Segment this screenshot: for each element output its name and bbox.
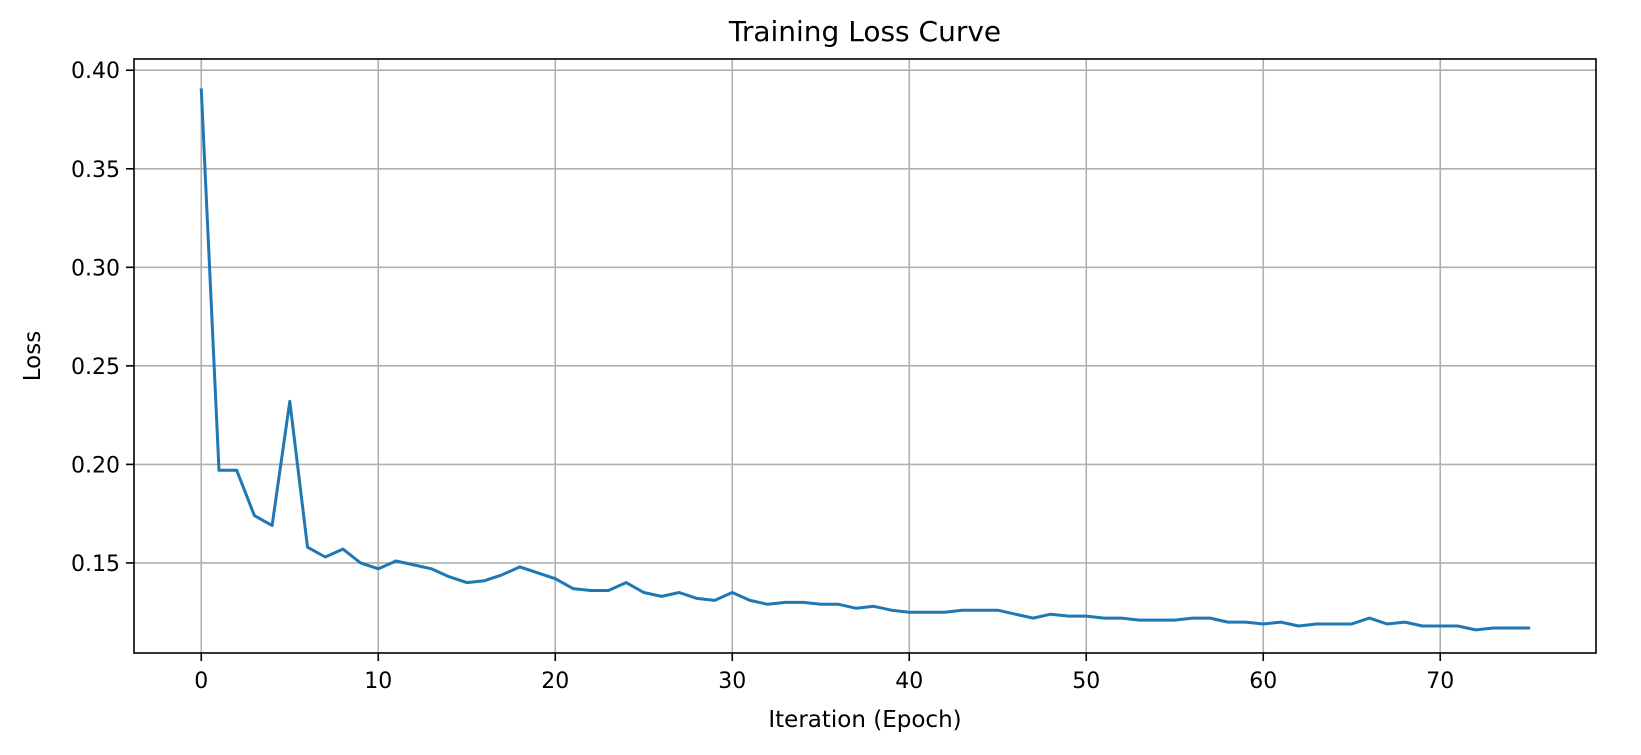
y-tick-label: 0.35 — [71, 158, 120, 183]
x-tick-label: 40 — [895, 669, 923, 694]
y-tick-label: 0.25 — [71, 355, 120, 380]
y-tick-label: 0.30 — [71, 256, 120, 281]
y-tick-label: 0.40 — [71, 59, 120, 84]
y-tick-label: 0.20 — [71, 453, 120, 478]
loss-series-line — [199, 88, 1531, 632]
axis-ticks: 0 10 20 30 40 50 60 70 0.15 0.20 0.25 0.30 0.35 0.40 — [71, 59, 1454, 694]
x-tick-label: 30 — [718, 669, 746, 694]
series-layer — [199, 88, 1531, 632]
chart-title: Training Loss Curve — [728, 15, 1001, 48]
x-tick-label: 20 — [541, 669, 569, 694]
x-tick-label: 0 — [194, 669, 208, 694]
y-tick-label: 0.15 — [71, 552, 120, 577]
x-tick-label: 70 — [1426, 669, 1454, 694]
x-tick-label: 60 — [1249, 669, 1277, 694]
plot-frame — [133, 58, 1597, 654]
x-tick-label: 10 — [364, 669, 392, 694]
x-tick-label: 50 — [1072, 669, 1100, 694]
y-axis-label: Loss — [20, 331, 46, 381]
x-axis-label: Iteration (Epoch) — [768, 707, 961, 733]
grid-lines — [134, 59, 1596, 653]
